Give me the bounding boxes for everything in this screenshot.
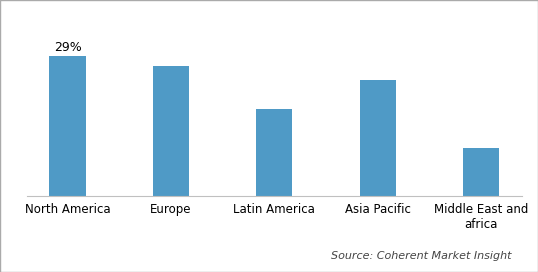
Text: Source: Coherent Market Insight: Source: Coherent Market Insight (330, 251, 511, 261)
Text: 29%: 29% (54, 41, 81, 54)
Bar (463, 148, 499, 196)
Bar (49, 56, 86, 196)
Bar (256, 109, 293, 196)
Bar (360, 80, 396, 196)
Bar (153, 66, 189, 196)
